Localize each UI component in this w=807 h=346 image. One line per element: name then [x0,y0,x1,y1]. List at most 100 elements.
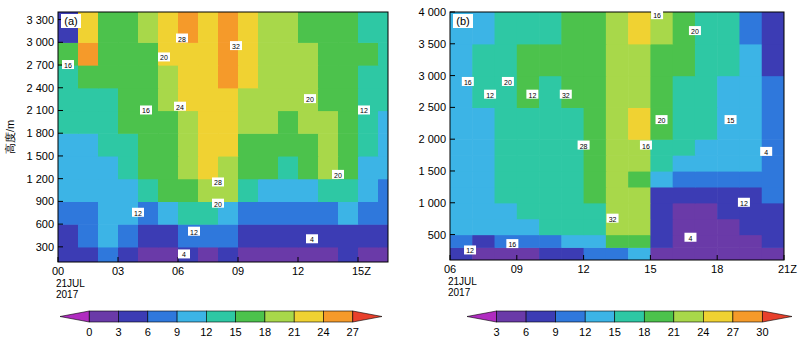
cell [258,247,279,262]
colorbar-tick-label: 9 [553,326,559,338]
figure: 000306091215Z21JUL20173006009001 2001 50… [0,0,807,346]
y-tick [450,139,455,140]
cell [218,110,239,133]
cell [58,201,79,224]
cell [650,76,673,108]
cell [561,187,584,203]
cell [178,110,199,133]
contour-label: 20 [504,79,512,86]
contour-label-bg [760,147,772,156]
cell [338,133,359,156]
cell [673,107,696,139]
colorbar-tick-label: 0 [86,326,92,338]
cell [78,133,99,156]
contour-label-bg [358,105,370,114]
contour-label: 28 [580,143,588,150]
cell [378,156,388,179]
cell [158,42,179,65]
y-tick-label: 1 500 [418,165,446,177]
contour-label: 32 [609,216,617,223]
y-tick [450,234,455,235]
colorbar-swatch [177,311,206,322]
cell [258,12,279,43]
cell [762,247,784,260]
cell [650,155,673,171]
y-tick-label: 2 500 [418,101,446,113]
cell [717,44,740,76]
cell [561,235,584,248]
contour-label-bg [689,26,701,35]
colorbar-swatch [89,311,118,322]
cell [539,76,562,108]
cell [628,171,651,187]
contour-label-bg [526,90,538,99]
contour-label-bg [158,52,170,61]
cell [472,203,495,219]
cell [584,247,607,260]
y-tick-label: 1 800 [26,127,54,139]
colorbar-tick-label: 15 [230,326,242,338]
cell [450,219,473,235]
contour-label-bg [725,115,737,124]
cell [762,187,784,203]
x-tick-label: 12 [292,265,304,277]
cell [717,203,740,219]
contour-label-bg [174,102,186,111]
colorbar-swatch [497,311,527,322]
cell [584,187,607,203]
cell [238,179,259,202]
cell [178,65,199,88]
cell [673,203,696,219]
cell [278,224,299,247]
cell [218,88,239,111]
contour-label-bg [132,208,144,217]
cell [178,156,199,179]
panel: 060912151821Z21JUL20175001 0001 5002 000… [418,6,797,338]
cell [98,156,119,179]
cell [338,179,359,202]
cell [58,133,79,156]
cell [58,179,79,202]
contour-label: 4 [689,235,693,242]
cell [218,224,239,247]
cell [450,171,473,187]
contour-label-bg [656,115,668,124]
contour-label-bg [484,90,496,99]
cell [739,171,762,187]
cell [584,12,607,44]
colorbar-swatch [556,311,586,322]
cell [118,65,139,88]
cell [258,65,279,88]
cell [258,88,279,111]
colorbar-tick-label: 18 [259,326,271,338]
contour-label-bg [607,214,619,223]
title-bg [61,14,81,28]
cell [539,203,562,219]
cell [378,247,388,262]
colorbar-swatch [674,311,704,322]
colorbar-tick-label: 21 [288,326,300,338]
cell [98,224,119,247]
cell [495,44,518,76]
cell [338,42,359,65]
y-tick [58,87,63,88]
cell [138,42,159,65]
cell [278,201,299,224]
cell [561,76,584,108]
cell [318,179,339,202]
cell [673,44,696,76]
cell [628,76,651,108]
contour-label-bg [188,227,200,236]
contour-label: 28 [178,36,186,43]
cell [358,156,379,179]
contour-label: 15 [727,117,735,124]
cell [717,139,740,155]
cell [606,107,629,139]
cell [628,187,651,203]
cell [517,203,540,219]
cell [378,88,388,111]
colorbar-tick-label: 9 [174,326,180,338]
cell [472,171,495,187]
contour-label: 24 [176,104,184,111]
cell [158,12,179,43]
